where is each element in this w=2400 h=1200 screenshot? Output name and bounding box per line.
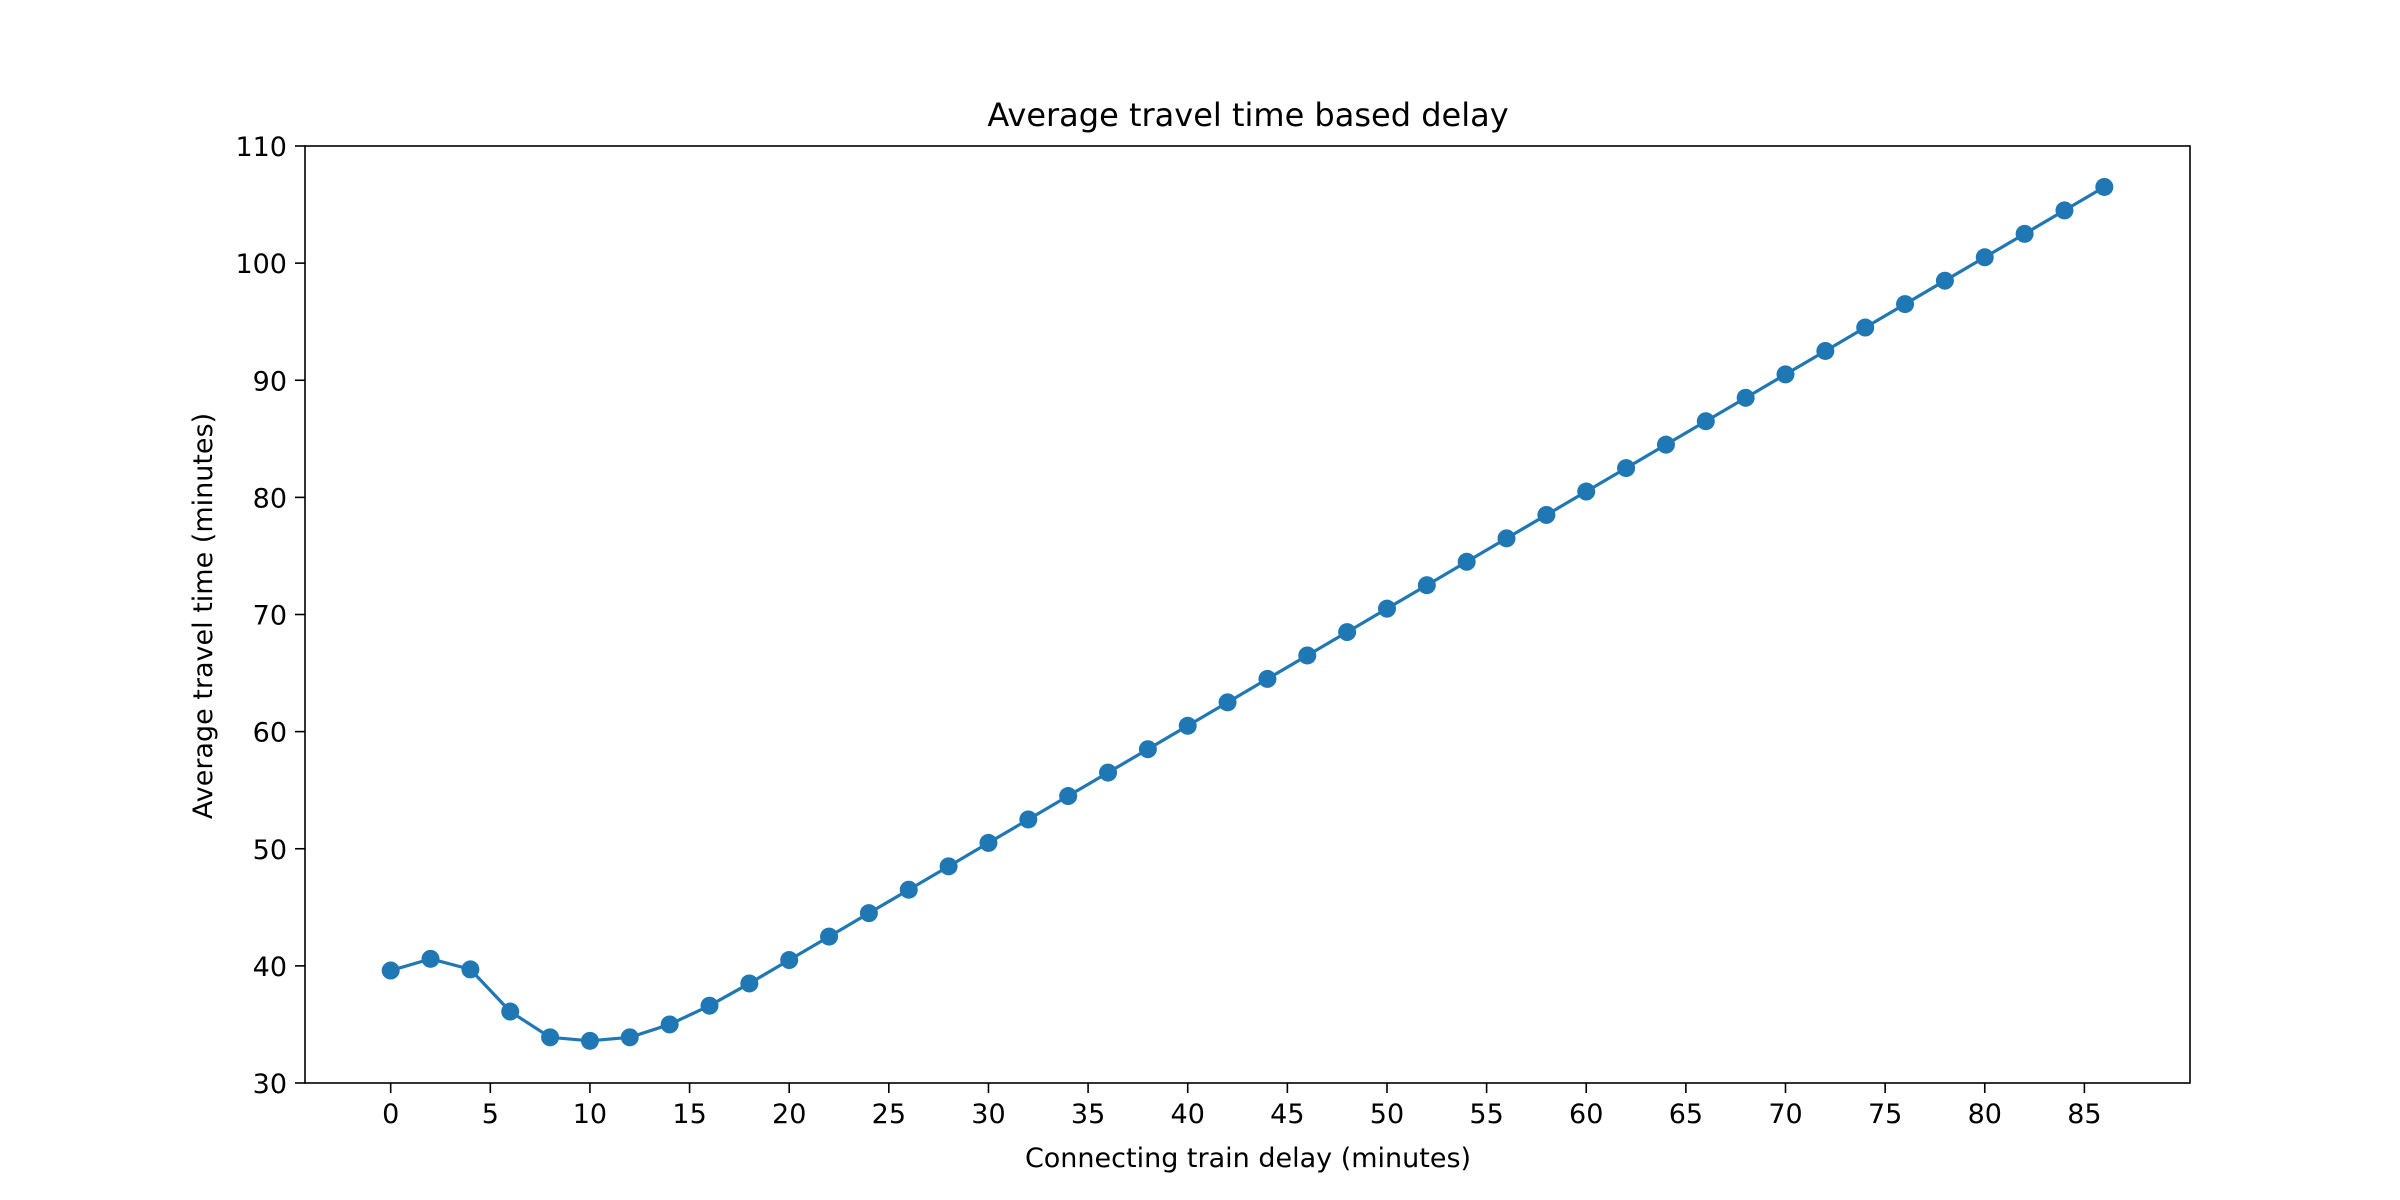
data-point xyxy=(660,1015,679,1034)
data-point xyxy=(1497,529,1516,548)
data-point xyxy=(541,1028,560,1047)
x-tick-label: 10 xyxy=(573,1099,607,1130)
y-axis-label: Average travel time (minutes) xyxy=(188,413,219,819)
y-tick-label: 40 xyxy=(253,952,287,983)
data-point xyxy=(1218,693,1237,712)
data-point xyxy=(1776,365,1795,384)
data-point xyxy=(1377,599,1396,618)
data-point xyxy=(1577,482,1596,501)
data-point xyxy=(1656,435,1675,454)
data-point xyxy=(1019,810,1038,829)
x-tick-label: 5 xyxy=(482,1099,499,1130)
data-point xyxy=(2015,224,2034,243)
plot-frame xyxy=(304,145,2191,1084)
x-tick-label: 60 xyxy=(1569,1099,1603,1130)
data-point xyxy=(1178,716,1197,735)
x-tick-label: 35 xyxy=(1071,1099,1105,1130)
y-tick-label: 70 xyxy=(253,601,287,632)
y-tick-label: 60 xyxy=(253,718,287,749)
data-point xyxy=(820,927,839,946)
data-point xyxy=(899,880,918,899)
chart-title: Average travel time based delay xyxy=(987,96,1508,134)
x-tick-label: 80 xyxy=(1968,1099,2002,1130)
data-point xyxy=(461,960,480,979)
data-point xyxy=(1736,388,1755,407)
data-point xyxy=(620,1028,639,1047)
data-point xyxy=(1696,412,1715,431)
data-point xyxy=(1856,318,1875,337)
x-tick-label: 25 xyxy=(872,1099,906,1130)
data-point xyxy=(1935,271,1954,290)
data-point xyxy=(501,1002,520,1021)
x-tick-label: 65 xyxy=(1669,1099,1703,1130)
x-tick-label: 15 xyxy=(672,1099,706,1130)
data-point xyxy=(1059,787,1078,806)
x-tick-label: 50 xyxy=(1370,1099,1404,1130)
x-tick-label: 20 xyxy=(772,1099,806,1130)
data-point xyxy=(1338,623,1357,642)
data-point xyxy=(740,974,759,993)
data-point xyxy=(421,949,440,968)
data-point xyxy=(1816,341,1835,360)
x-tick-label: 85 xyxy=(2067,1099,2101,1130)
data-point xyxy=(2095,177,2114,196)
data-point xyxy=(1896,295,1915,314)
data-point xyxy=(1417,576,1436,595)
data-point xyxy=(1617,459,1636,478)
x-axis-label: Connecting train delay (minutes) xyxy=(1025,1143,1471,1174)
x-tick-label: 55 xyxy=(1469,1099,1503,1130)
data-point xyxy=(1457,552,1476,571)
data-point xyxy=(1099,763,1118,782)
data-point xyxy=(979,833,998,852)
data-point xyxy=(2055,201,2074,220)
plot-area: 0 5 10 15 20 25 30 35 40 45 50 55 60 65 70 75 80 85 30 40 50… xyxy=(235,132,2191,1130)
x-tick-label: 0 xyxy=(382,1099,399,1130)
data-point xyxy=(1975,248,1994,267)
data-point xyxy=(939,857,958,876)
data-point xyxy=(700,996,719,1015)
series-line xyxy=(389,185,2106,1043)
x-tick-label: 30 xyxy=(971,1099,1005,1130)
y-tick-label: 30 xyxy=(253,1069,287,1100)
data-point xyxy=(859,904,878,923)
data-point xyxy=(1298,646,1317,665)
data-point xyxy=(381,961,400,980)
x-tick-label: 70 xyxy=(1768,1099,1802,1130)
data-point xyxy=(1258,669,1277,688)
y-tick-label: 100 xyxy=(235,249,287,280)
x-tick-label: 75 xyxy=(1868,1099,1902,1130)
data-point xyxy=(580,1031,599,1050)
y-tick-label: 90 xyxy=(253,366,287,397)
x-tick-label: 45 xyxy=(1270,1099,1304,1130)
data-point xyxy=(780,951,799,970)
data-point xyxy=(1138,740,1157,759)
y-tick-label: 110 xyxy=(235,132,287,163)
y-tick-label: 80 xyxy=(253,483,287,514)
data-point xyxy=(1537,505,1556,524)
y-tick-label: 50 xyxy=(253,835,287,866)
x-tick-label: 40 xyxy=(1171,1099,1205,1130)
